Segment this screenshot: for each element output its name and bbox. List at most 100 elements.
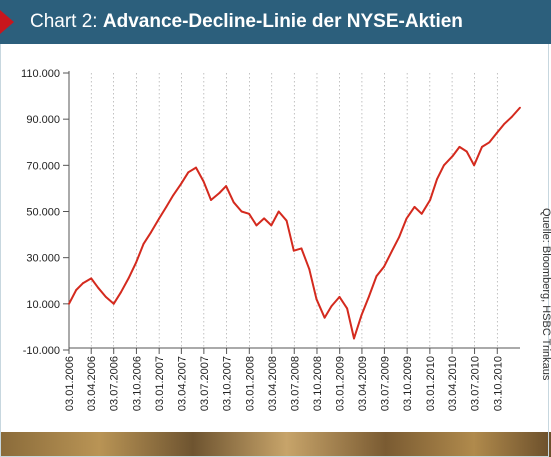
x-tick-label: 03.01.2006 <box>64 356 76 411</box>
data-point <box>187 171 190 174</box>
data-point <box>97 286 100 289</box>
data-point <box>240 210 243 213</box>
y-tick-label: 50.000 <box>26 207 60 219</box>
data-point <box>405 217 408 220</box>
y-tick-label: 110.000 <box>21 68 60 80</box>
data-point <box>375 275 378 278</box>
data-point <box>135 261 138 264</box>
data-point <box>383 266 385 268</box>
source-note: Quelle: Bloomberg, HSBC Trinkaus <box>540 208 551 381</box>
data-point <box>338 296 341 298</box>
x-tick-label: 03.10.2007 <box>222 356 234 411</box>
x-tick-label: 03.04.2008 <box>267 356 279 411</box>
data-point <box>218 192 221 194</box>
data-point <box>292 249 295 252</box>
data-point <box>202 180 205 183</box>
x-tick-label: 03.10.2010 <box>492 356 504 411</box>
data-point <box>465 150 468 153</box>
data-point <box>436 178 438 181</box>
data-point <box>127 277 130 280</box>
data-point <box>519 106 521 109</box>
data-point <box>150 231 152 234</box>
chart-grid <box>68 73 498 348</box>
data-point <box>308 268 311 271</box>
data-point <box>346 307 349 310</box>
x-tick-label: 03.07.2010 <box>470 356 482 411</box>
data-point <box>75 289 78 291</box>
chart-number: Chart 2: <box>30 11 103 32</box>
x-tick-label: 03.07.2006 <box>109 356 121 411</box>
chart-title-text: Advance-Decline-Linie der NYSE-Aktien <box>102 11 463 32</box>
y-axis: 110.000 90.000 70.000 50.000 30.000 10.000 -10… <box>21 68 70 357</box>
data-point <box>68 302 70 305</box>
data-point <box>330 305 333 308</box>
data-point <box>270 224 273 227</box>
data-point <box>451 155 454 158</box>
data-point <box>104 296 107 298</box>
y-tick-label: 70.000 <box>26 160 60 172</box>
data-point <box>255 224 258 227</box>
data-point <box>353 337 355 340</box>
x-tick-label: 03.10.2006 <box>131 356 143 411</box>
x-tick-label: 03.01.2010 <box>425 356 437 411</box>
header-marker-icon <box>0 10 14 34</box>
data-point <box>210 199 212 201</box>
data-point <box>142 242 145 245</box>
data-point <box>398 235 401 238</box>
data-point <box>285 219 288 222</box>
data-point <box>248 212 250 215</box>
data-point <box>165 205 168 208</box>
data-point <box>473 164 475 167</box>
x-tick-label: 03.04.2009 <box>357 356 369 411</box>
data-point <box>458 145 461 148</box>
chart-title: Chart 2: Advance-Decline-Linie der NYSE-… <box>30 11 463 33</box>
data-point <box>443 164 445 167</box>
x-tick-label: 03.07.2007 <box>199 356 211 411</box>
data-point <box>323 316 326 319</box>
series-group <box>68 106 521 340</box>
data-point <box>263 217 266 220</box>
data-point <box>225 185 227 188</box>
data-point <box>180 182 183 185</box>
data-point <box>158 217 161 220</box>
data-point <box>413 205 416 208</box>
data-point <box>315 298 318 301</box>
data-point <box>391 249 393 252</box>
data-point <box>90 277 93 280</box>
data-point <box>503 122 506 125</box>
data-point <box>119 291 122 294</box>
x-tick-label: 03.04.2007 <box>176 356 188 411</box>
x-tick-label: 03.04.2006 <box>86 356 98 411</box>
y-tick-label: 90.000 <box>26 114 60 126</box>
y-tick-label: 30.000 <box>26 253 60 265</box>
x-tick-label: 03.10.2008 <box>312 356 324 411</box>
data-point <box>172 194 175 197</box>
decorative-photo-strip <box>0 432 551 457</box>
x-tick-label: 03.07.2008 <box>289 356 301 411</box>
y-tick-label: -10.000 <box>23 345 60 357</box>
plot-background <box>0 44 551 432</box>
data-point <box>420 212 423 215</box>
x-tick-label: 03.10.2009 <box>402 356 414 411</box>
data-point <box>481 145 483 148</box>
data-point <box>495 132 498 134</box>
data-point <box>232 201 235 204</box>
data-point <box>367 296 370 298</box>
data-point <box>510 115 513 118</box>
data-point <box>112 302 115 305</box>
data-point <box>300 247 303 250</box>
y-tick-label: 10.000 <box>26 299 60 311</box>
x-tick-label: 03.01.2007 <box>154 356 166 411</box>
chart-header: Chart 2: Advance-Decline-Linie der NYSE-… <box>0 0 551 44</box>
x-tick-label: 03.01.2008 <box>244 356 256 411</box>
x-tick-label: 03.01.2009 <box>335 356 347 411</box>
data-point <box>195 166 197 169</box>
data-point <box>360 314 363 317</box>
data-point <box>488 141 491 144</box>
data-point <box>82 282 84 284</box>
data-point <box>429 199 431 201</box>
x-axis: 03.01.2006 03.04.2006 03.07.2006 03.10.2006… <box>64 347 520 411</box>
x-tick-label: 03.07.2009 <box>379 356 391 411</box>
x-tick-label: 03.04.2010 <box>447 356 459 411</box>
